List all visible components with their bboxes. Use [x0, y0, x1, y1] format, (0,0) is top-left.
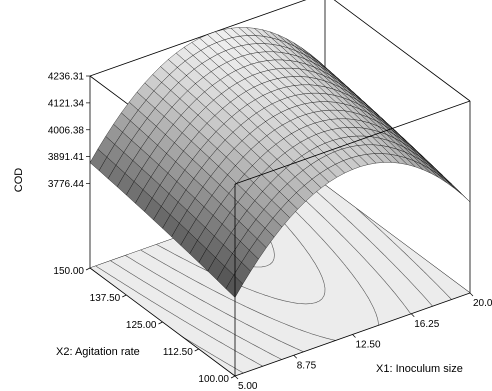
x-tick-label: 16.25 [414, 319, 439, 330]
response-surface [89, 27, 471, 298]
x-tick [469, 292, 474, 297]
z-tick-label: 4006.38 [48, 125, 85, 136]
y-tick [158, 321, 163, 325]
x-tick-label: 8.75 [297, 360, 317, 371]
y-axis-label: X2: Agitation rate [56, 346, 140, 358]
y-tick-label: 100.00 [198, 374, 229, 385]
y-tick [122, 294, 127, 298]
x-tick [352, 334, 356, 338]
x-tick-label: 12.50 [356, 340, 381, 351]
y-tick-label: 150.00 [53, 266, 84, 277]
surface-patch [452, 185, 471, 203]
y-tick-label: 125.00 [126, 320, 157, 331]
x-tick [293, 355, 297, 359]
tick-labels: 3776.44 3891.41 4006.38 4121.34 4236.31 100.0… [48, 72, 492, 391]
y-tick [194, 348, 199, 352]
contour-line [125, 194, 412, 353]
y-tick-label: 112.50 [163, 347, 193, 358]
x-tick [234, 375, 239, 380]
contour-line [95, 208, 452, 367]
y-tick [230, 375, 236, 379]
z-tick-label: 4121.34 [48, 98, 85, 109]
z-tick-label: 3776.44 [48, 179, 85, 190]
box-edge [234, 100, 471, 185]
x-tick-label: 5.00 [238, 381, 258, 391]
contour-line [110, 188, 433, 360]
contour-line [140, 199, 379, 341]
box-edge [333, 0, 471, 102]
z-axis-label: COD [13, 168, 25, 193]
y-tick-label: 137.50 [90, 293, 121, 304]
x-tick [411, 313, 415, 317]
contour-floor [90, 185, 470, 376]
x-axis-label: X1: Inoculum size [376, 363, 463, 375]
y-tick [85, 267, 91, 271]
z-tick-label: 4236.31 [48, 72, 85, 83]
x-tick-label: 20.00 [473, 298, 492, 309]
z-tick-label: 3891.41 [48, 152, 85, 163]
surface-patch [437, 173, 455, 189]
contour-floor-fill [90, 185, 470, 376]
